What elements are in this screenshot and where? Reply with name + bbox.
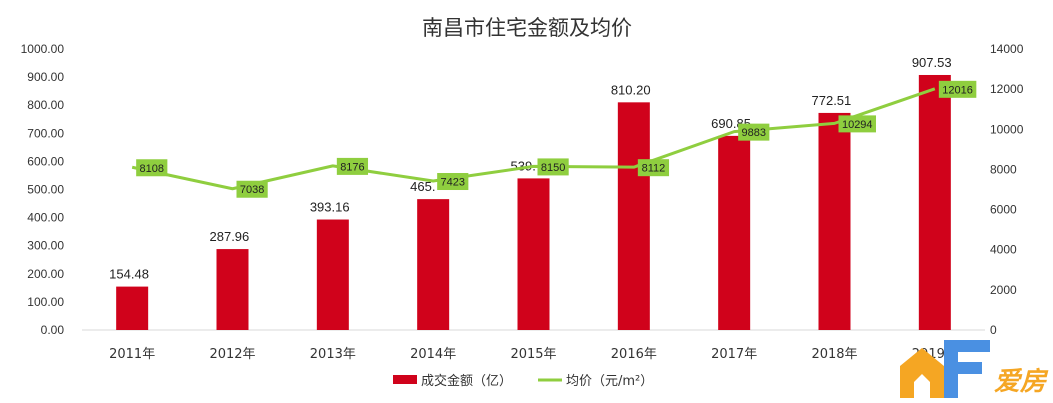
bar-value-label: 907.53 [912, 55, 952, 70]
line-value-label-bg [838, 115, 876, 133]
x-axis-category-label: 2018年 [811, 347, 857, 362]
line-value-label: 8176 [340, 161, 364, 173]
bar-value-label: 287.96 [210, 229, 250, 244]
watermark-text: 爱房 [994, 367, 1049, 397]
right-axis-tick-label: 8000 [990, 162, 1017, 176]
right-axis-tick-label: 2000 [990, 283, 1017, 297]
left-axis-tick-label: 700.00 [27, 126, 64, 140]
right-axis-tick-label: 6000 [990, 203, 1017, 217]
bar [818, 112, 851, 331]
right-axis-tick-label: 4000 [990, 243, 1017, 257]
left-axis-tick-label: 0.00 [41, 323, 65, 337]
right-axis-tick-label: 12000 [990, 82, 1024, 96]
line-value-label: 7038 [240, 184, 264, 196]
bar-value-label: 465. [410, 179, 435, 194]
line-value-label: 10294 [842, 119, 873, 131]
line-value-label: 9883 [742, 127, 766, 139]
line-value-label-bg [336, 157, 369, 175]
x-axis-category-label: 2017年 [711, 347, 757, 362]
bar [517, 178, 550, 330]
line-labels: 8108 7038 8176 7423 8150 8112 9883 10294 12016 [136, 80, 977, 198]
x-axis: 2011年 2012年 2013年 2014年 2015年 2016年 2017年 2018年… [109, 347, 958, 362]
bar [116, 286, 149, 330]
legend-bar-swatch [393, 375, 417, 384]
left-axis-tick-label: 400.00 [27, 211, 64, 225]
line-value-label: 8150 [541, 162, 565, 174]
left-axis-tick-label: 600.00 [27, 154, 64, 168]
legend: 成交金额（亿） 均价（元/m²） [393, 373, 653, 389]
line-value-label: 8108 [140, 163, 164, 175]
right-y-axis: 0 2000 4000 6000 8000 10000 12000 14000 [990, 42, 1024, 337]
watermark-logo: 爱房 [900, 340, 1049, 398]
legend-line-label: 均价（元/m²） [566, 374, 653, 389]
left-axis-tick-label: 800.00 [27, 98, 64, 112]
bar-value-label: 772.51 [812, 93, 852, 108]
bar [216, 249, 249, 330]
left-y-axis: 0.00 100.00 200.00 300.00 400.00 500.00 600.00… [21, 42, 65, 337]
left-axis-tick-label: 200.00 [27, 267, 64, 281]
left-axis-tick-label: 100.00 [27, 295, 64, 309]
house-logo-icon [900, 348, 944, 398]
bar-value-label: 154.48 [109, 267, 149, 282]
right-axis-tick-label: 10000 [990, 122, 1024, 136]
bar-series [116, 74, 951, 331]
line-value-label-bg [236, 180, 268, 198]
f-logo-icon [944, 340, 990, 398]
x-axis-category-label: 2014年 [410, 347, 456, 362]
right-axis-tick-label: 14000 [990, 42, 1024, 56]
right-axis-tick-label: 0 [990, 323, 997, 337]
x-axis-category-label: 2015年 [510, 347, 556, 362]
line-value-label-bg [738, 123, 770, 141]
bar [617, 102, 650, 330]
bar-value-label: 810.20 [611, 82, 651, 97]
chart-title: 南昌市住宅金额及均价 [422, 16, 632, 40]
line-value-label: 8112 [642, 163, 666, 175]
line-value-label-bg [938, 80, 977, 98]
bar-value-label: 393.16 [310, 200, 350, 215]
x-axis-category-label: 2012年 [209, 347, 255, 362]
line-value-label-bg [437, 173, 469, 191]
bar [417, 199, 450, 330]
legend-bar-label: 成交金额（亿） [421, 373, 512, 389]
left-axis-tick-label: 900.00 [27, 70, 64, 84]
line-value-label-bg [537, 158, 569, 176]
bar [316, 219, 349, 330]
line-value-label-bg [136, 159, 168, 177]
line-value-label-bg [637, 159, 670, 177]
left-axis-tick-label: 500.00 [27, 183, 64, 197]
x-axis-category-label: 2013年 [310, 347, 356, 362]
bar [918, 74, 951, 330]
bar [718, 135, 751, 330]
x-axis-category-label: 2016年 [611, 347, 657, 362]
left-axis-tick-label: 300.00 [27, 239, 64, 253]
line-value-label: 12016 [942, 84, 973, 96]
left-axis-tick-label: 1000.00 [21, 42, 65, 56]
x-axis-category-label: 2011年 [109, 347, 155, 362]
line-value-label: 7423 [441, 177, 465, 189]
